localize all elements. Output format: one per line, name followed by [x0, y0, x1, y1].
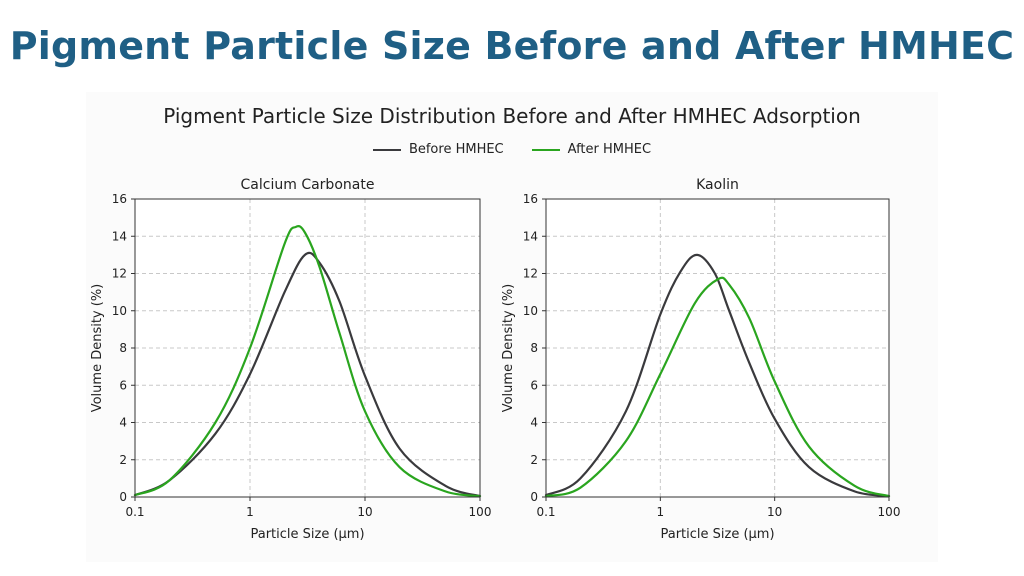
x-tick-label: 10	[767, 505, 782, 519]
y-tick-label: 6	[119, 378, 127, 392]
chart-calcium-carbonate: 0 2 4 6 8 10 12 14 16 0.1 1 10 100 Calcium Carbonate P…	[90, 177, 491, 542]
plot-frame	[134, 198, 481, 498]
y-tick-label: 0	[119, 490, 127, 504]
legend-item-after: After HMHEC	[531, 142, 652, 157]
legend: Before HMHEC After HMHEC	[0, 142, 1024, 157]
series-line-after	[133, 225, 482, 498]
y-tick-label: 8	[119, 341, 127, 355]
subplot-title: Calcium Carbonate	[241, 177, 375, 193]
y-tick-label: 16	[112, 192, 127, 206]
y-tick-label: 10	[523, 304, 538, 318]
x-tick-label: 0.1	[536, 505, 555, 519]
y-tick-label: 0	[530, 490, 538, 504]
y-tick-label: 6	[530, 378, 538, 392]
series-line-after	[544, 276, 891, 498]
y-tick-label: 12	[523, 267, 538, 281]
y-tick-label: 14	[523, 229, 538, 243]
legend-item-before: Before HMHEC	[372, 142, 504, 157]
x-tick-label: 1	[246, 505, 254, 519]
x-tick-label: 1	[657, 505, 665, 519]
y-tick-label: 16	[523, 192, 538, 206]
legend-label-before: Before HMHEC	[408, 142, 504, 157]
subplot-title: Kaolin	[696, 177, 739, 193]
chart-kaolin: 0 2 4 6 8 10 12 14 16 0.1 1 10 100 Kaolin Particle Siz…	[501, 177, 900, 542]
legend-swatch-after	[531, 148, 560, 151]
x-axis-label: Particle Size (μm)	[250, 527, 364, 542]
legend-swatch-before	[372, 148, 401, 151]
x-tick-label: 0.1	[125, 505, 144, 519]
series-line-before	[133, 251, 482, 498]
series-line-before	[544, 253, 891, 498]
y-tick-label: 4	[530, 416, 538, 430]
y-tick-label: 12	[112, 267, 127, 281]
y-axis-label: Volume Density (%)	[501, 284, 516, 413]
y-tick-label: 2	[530, 453, 538, 467]
x-tick-label: 10	[357, 505, 372, 519]
x-tick-label: 100	[469, 505, 492, 519]
y-tick-label: 14	[112, 229, 127, 243]
y-axis-label: Volume Density (%)	[90, 284, 105, 413]
slide-title: Pigment Particle Size Before and After H…	[9, 24, 1015, 68]
y-tick-label: 8	[530, 341, 538, 355]
plot-frame	[545, 198, 890, 498]
y-tick-label: 4	[119, 416, 127, 430]
x-axis-label: Particle Size (μm)	[660, 527, 774, 542]
y-tick-label: 10	[112, 304, 127, 318]
chart-title: Pigment Particle Size Distribution Befor…	[163, 104, 861, 128]
x-tick-label: 100	[878, 505, 901, 519]
y-tick-label: 2	[119, 453, 127, 467]
legend-label-after: After HMHEC	[567, 142, 652, 157]
